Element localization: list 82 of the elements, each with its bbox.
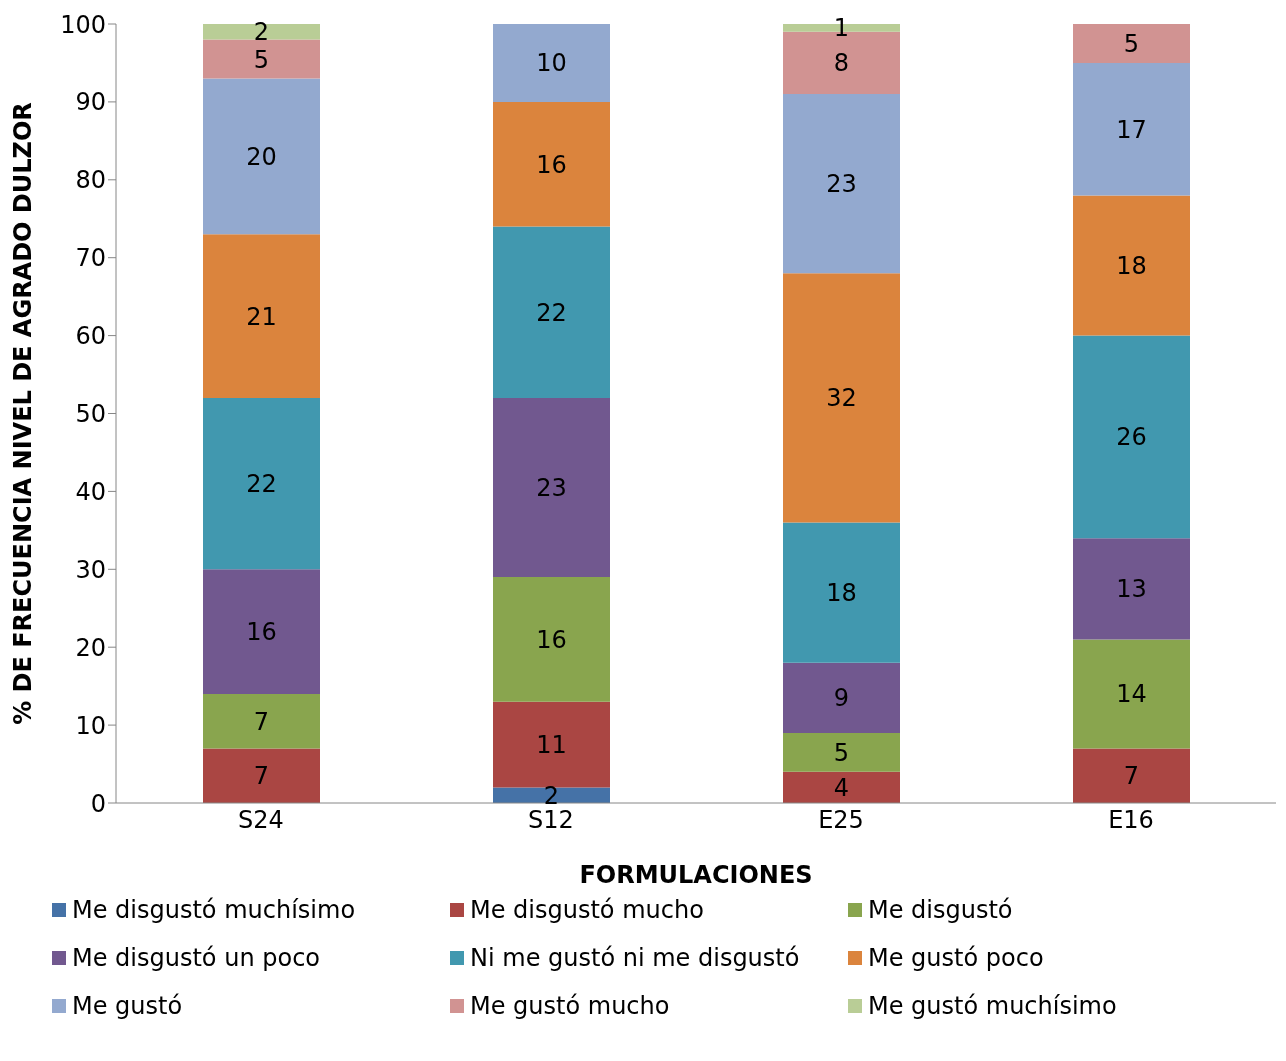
- legend-label: Ni me gustó ni me disgustó: [470, 943, 800, 974]
- bar: [203, 39, 320, 79]
- bar: [493, 787, 610, 803]
- legend-label: Me disgustó un poco: [72, 943, 321, 974]
- bar: [493, 577, 610, 702]
- bar: [493, 397, 610, 578]
- x-tick-label: S24: [238, 806, 284, 835]
- bar: [1073, 195, 1190, 336]
- bar: [203, 234, 320, 398]
- data-label: 16: [246, 618, 277, 647]
- bar: [1073, 639, 1190, 749]
- data-label: 5: [1123, 29, 1140, 58]
- bar: [493, 226, 610, 398]
- legend-label: Me disgustó muchísimo: [72, 895, 356, 926]
- bar: [493, 701, 610, 788]
- data-label: 26: [1116, 423, 1147, 452]
- bar: [493, 24, 610, 102]
- data-label: 10: [536, 49, 567, 78]
- data-label: 22: [536, 298, 567, 327]
- data-label: 8: [833, 49, 850, 78]
- y-tick-label: 10: [75, 711, 106, 740]
- bar: [783, 732, 900, 772]
- legend-label: Me gustó mucho: [470, 991, 670, 1022]
- y-tick-label: 30: [75, 555, 106, 584]
- bar: [203, 397, 320, 570]
- x-axis-title: FORMULACIONES: [579, 861, 813, 889]
- y-tick-label: 70: [75, 244, 106, 273]
- data-label: 23: [536, 474, 567, 503]
- x-tick-label: E16: [1108, 806, 1154, 835]
- legend-label: Me disgustó mucho: [470, 895, 704, 926]
- data-label: 4: [833, 773, 850, 802]
- x-tick-label: E25: [818, 806, 864, 835]
- data-label: 20: [246, 142, 277, 171]
- bar: [783, 662, 900, 733]
- data-label: 5: [253, 45, 270, 74]
- data-label: 5: [833, 738, 850, 767]
- data-label: 7: [253, 762, 270, 791]
- bar: [493, 101, 610, 227]
- data-label: 32: [826, 384, 857, 413]
- bar: [783, 94, 900, 274]
- y-tick-label: 60: [75, 322, 106, 351]
- y-tick-label: 100: [60, 10, 106, 39]
- legend-label: Me gustó poco: [868, 943, 1044, 974]
- y-tick-label: 0: [90, 789, 106, 818]
- y-tick-label: 80: [75, 166, 106, 195]
- data-label: 23: [826, 170, 857, 199]
- data-label: 16: [536, 150, 567, 179]
- data-label: 2: [253, 18, 270, 47]
- data-label: 16: [536, 625, 567, 654]
- bar: [203, 78, 320, 235]
- data-label: 21: [246, 302, 277, 331]
- bar: [783, 522, 900, 663]
- bar: [1073, 538, 1190, 640]
- legend-label: Me disgustó: [868, 895, 1013, 926]
- bar: [203, 24, 320, 40]
- bar: [783, 771, 900, 803]
- legend-label: Me gustó muchísimo: [868, 991, 1117, 1022]
- bar: [783, 273, 900, 523]
- data-label: 13: [1116, 575, 1147, 604]
- y-tick-label: 90: [75, 88, 106, 117]
- bar: [1073, 748, 1190, 803]
- data-label: 1: [833, 14, 850, 43]
- bar: [203, 693, 320, 749]
- legend-label: Me gustó: [72, 991, 183, 1022]
- data-label: 18: [826, 579, 857, 608]
- bar: [203, 569, 320, 694]
- data-label: 9: [833, 684, 850, 713]
- bar: [1073, 62, 1190, 196]
- y-tick-label: 50: [75, 400, 106, 429]
- bar: [203, 748, 320, 803]
- data-label: 7: [1123, 762, 1140, 791]
- data-label: 22: [246, 470, 277, 499]
- data-label: 18: [1116, 252, 1147, 281]
- bar: [1073, 24, 1190, 63]
- data-label: 11: [536, 731, 567, 760]
- y-tick-label: 40: [75, 477, 106, 506]
- data-label: 7: [253, 707, 270, 736]
- data-label: 17: [1116, 115, 1147, 144]
- data-label: 14: [1116, 680, 1147, 709]
- bar: [1073, 335, 1190, 539]
- y-tick-label: 20: [75, 633, 106, 662]
- y-axis-title: % DE FRECUENCIA NIVEL DE AGRADO DULZOR: [8, 102, 37, 725]
